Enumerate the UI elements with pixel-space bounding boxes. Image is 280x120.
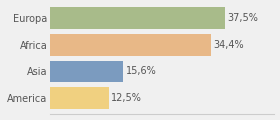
Bar <box>50 61 123 82</box>
Text: 12,5%: 12,5% <box>111 93 142 103</box>
Bar <box>50 34 211 56</box>
Text: 34,4%: 34,4% <box>213 40 244 50</box>
Text: 15,6%: 15,6% <box>125 66 156 76</box>
Text: 37,5%: 37,5% <box>228 13 259 23</box>
Bar <box>50 7 225 29</box>
Bar <box>50 87 109 109</box>
